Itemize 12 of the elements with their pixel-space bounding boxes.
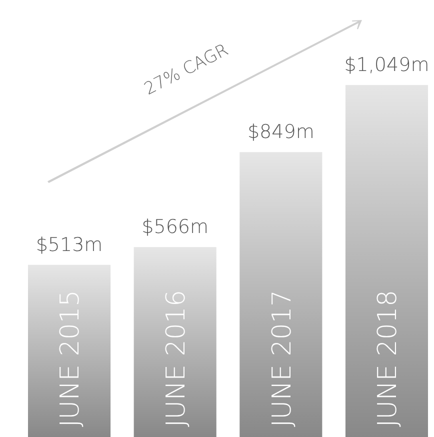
bar (134, 247, 216, 437)
bar (240, 152, 322, 437)
bar (28, 264, 111, 437)
x-tick-label: JUNE 2015 (56, 290, 86, 427)
data-label: $849m (247, 121, 314, 144)
data-label: $566m (142, 216, 209, 238)
data-label: $513m (36, 234, 103, 256)
x-tick-label: JUNE 2018 (373, 290, 404, 427)
data-label: $1,049m (344, 54, 430, 76)
x-tick-label: JUNE 2016 (161, 290, 192, 427)
bar (345, 85, 428, 437)
x-tick-label: JUNE 2017 (267, 290, 298, 427)
